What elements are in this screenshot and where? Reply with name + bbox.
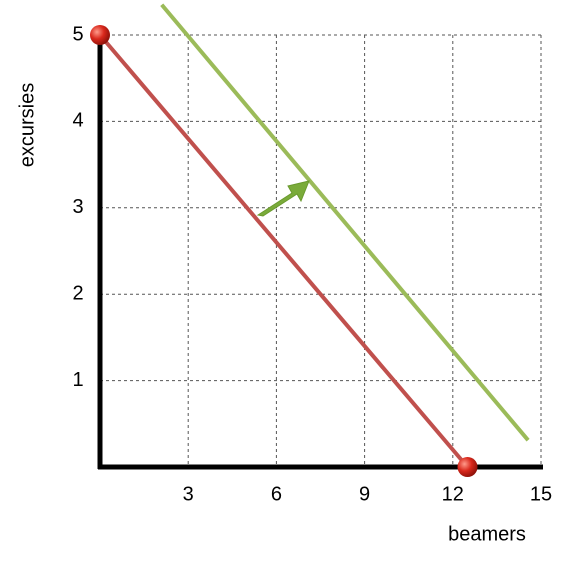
line — [160, 3, 530, 442]
x-tick-label: 3 — [183, 483, 194, 505]
point — [90, 25, 110, 45]
plot — [98, 3, 530, 469]
shift-arrow — [256, 180, 310, 217]
y-tick-label: 1 — [72, 369, 83, 391]
y-tick-label: 2 — [72, 282, 83, 304]
line — [98, 33, 470, 469]
x-tick-label: 6 — [271, 483, 282, 505]
point — [457, 457, 478, 477]
y-tick-label: 5 — [72, 23, 83, 45]
x-tick-label: 15 — [530, 483, 552, 505]
x-tick-label: 9 — [359, 483, 370, 505]
grid — [100, 34, 542, 467]
y-axis-label: excursies — [16, 83, 38, 167]
x-axis-label: beamers — [448, 523, 526, 545]
y-tick-label: 4 — [72, 110, 83, 132]
x-tick-label: 12 — [442, 483, 464, 505]
y-tick-label: 3 — [72, 196, 83, 218]
